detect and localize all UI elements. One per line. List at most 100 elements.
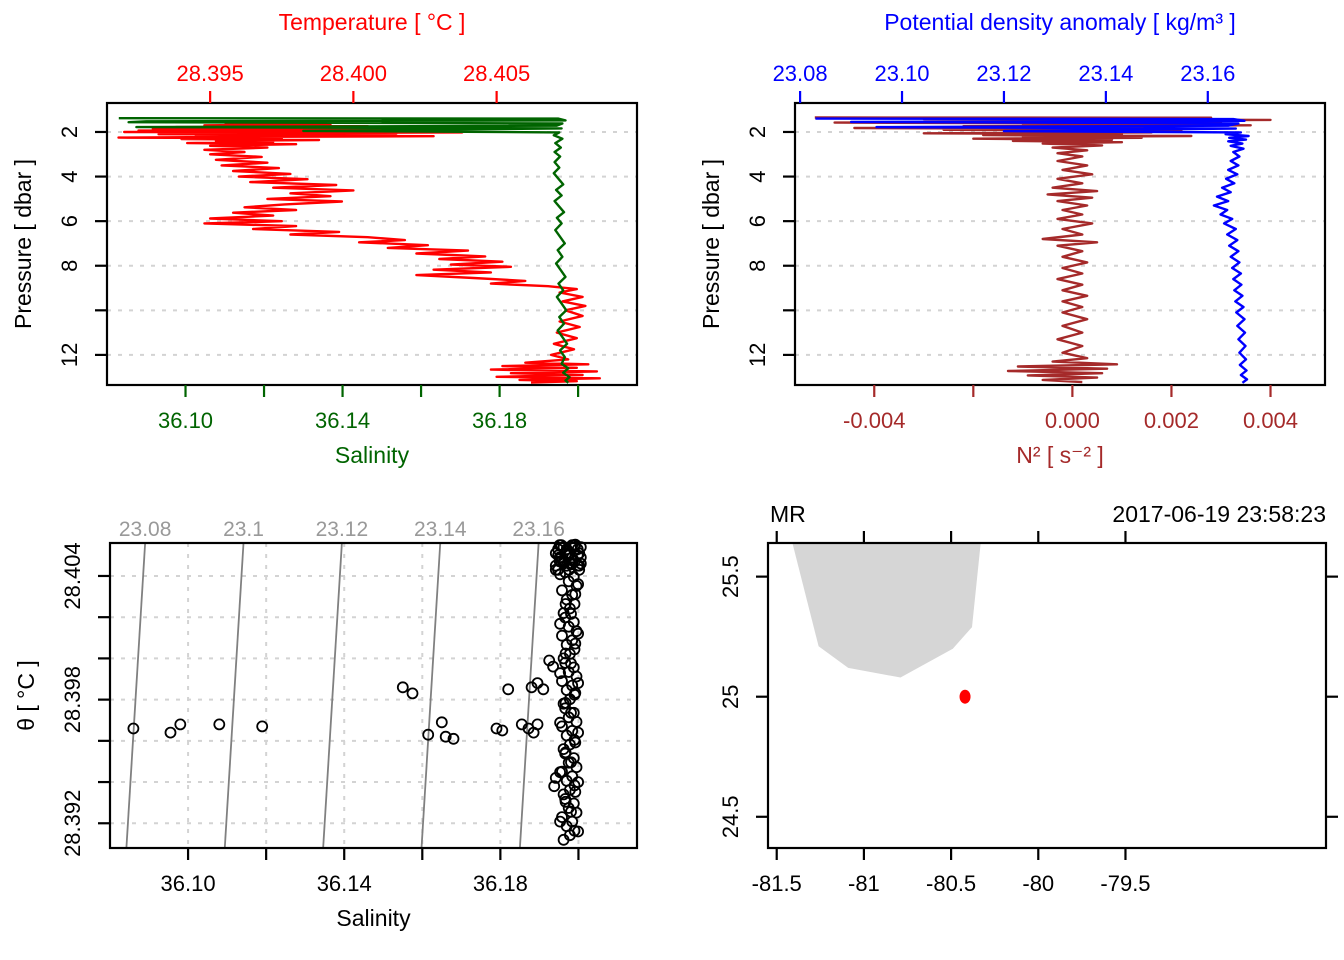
tick-label-left: 2 <box>57 126 82 138</box>
tick-label-bottom: 0.004 <box>1243 408 1298 433</box>
ts-points <box>127 538 587 846</box>
data-point <box>566 557 579 570</box>
data-point <box>556 675 568 687</box>
tick-label-bottom: 36.18 <box>472 408 527 433</box>
data-point <box>573 559 586 572</box>
tick-label-bottom: -80 <box>1022 871 1054 896</box>
density-profile <box>815 117 1250 384</box>
tick-label-left: 25.5 <box>718 555 743 598</box>
axis-title-left: θ [ °C ] <box>13 660 39 731</box>
data-point <box>563 563 575 576</box>
data-point <box>548 780 561 793</box>
tick-label-left: 2 <box>745 126 770 138</box>
data-point <box>559 746 572 759</box>
tick-label-bottom: 36.18 <box>473 871 528 896</box>
data-point <box>490 722 503 735</box>
axis-title-bottom: Salinity <box>336 905 411 931</box>
data-point <box>572 578 584 591</box>
tick-label-bottom: 0.002 <box>1144 408 1199 433</box>
tick-label-top: 28.405 <box>463 61 530 86</box>
axis-title-bottom: N² [ s⁻² ] <box>1016 442 1104 468</box>
isopycnal-line <box>125 542 147 849</box>
data-point <box>568 539 581 551</box>
plot-box <box>766 541 1328 850</box>
data-point <box>566 679 579 692</box>
tick-label-bottom: -81 <box>848 871 880 896</box>
tick-label-bottom: -79.5 <box>1100 871 1150 896</box>
data-point <box>553 551 566 564</box>
axis-title-left: Pressure [ dbar ] <box>698 159 724 329</box>
data-point <box>559 697 572 709</box>
n2-profile <box>814 116 1272 384</box>
land-polygon <box>792 543 981 678</box>
tick-label-left: 28.404 <box>60 542 85 609</box>
tick-label-left: 28.398 <box>60 666 85 733</box>
data-point <box>572 627 584 640</box>
tick-label-left: 6 <box>745 215 770 227</box>
isopycnal-line <box>518 542 540 849</box>
tick-label-top: 28.395 <box>176 61 243 86</box>
tick-label-bottom: 36.10 <box>161 871 216 896</box>
data-point <box>572 825 584 838</box>
tick-label-bottom: 36.14 <box>317 871 372 896</box>
data-point <box>531 718 544 731</box>
data-point <box>256 720 269 733</box>
map-station-code: MR <box>770 501 806 527</box>
data-point <box>549 772 562 784</box>
data-point <box>496 724 509 737</box>
data-point <box>554 667 566 680</box>
tick-label-top: 23.12 <box>976 61 1031 86</box>
data-point <box>572 776 584 788</box>
plot-box <box>793 101 1327 387</box>
isopycnal-label: 23.1 <box>223 518 264 541</box>
data-point <box>565 706 577 719</box>
tick-label-left: 12 <box>745 343 770 367</box>
tick-label-bottom: -80.5 <box>926 871 976 896</box>
isopycnal-label: 23.16 <box>512 518 565 541</box>
data-point <box>422 728 435 741</box>
tick-label-left: 4 <box>745 170 770 182</box>
data-point <box>566 634 579 647</box>
station-dot <box>959 689 971 704</box>
isopycnal-line <box>322 542 343 849</box>
data-point <box>554 716 566 729</box>
tick-label-bottom: 0.000 <box>1045 408 1100 433</box>
tick-label-top: 28.400 <box>320 61 387 86</box>
data-point <box>435 716 448 729</box>
data-point <box>447 732 460 745</box>
data-point <box>563 547 575 560</box>
data-point <box>572 726 584 739</box>
data-point <box>164 726 177 739</box>
tick-label-bottom: 36.14 <box>315 408 370 433</box>
data-point <box>559 795 572 808</box>
data-point <box>537 683 550 696</box>
data-point <box>565 756 577 769</box>
axis-title-bottom: Salinity <box>335 442 410 468</box>
tick-label-left: 25 <box>718 684 743 708</box>
isopycnal-label: 23.08 <box>119 518 172 541</box>
data-point <box>543 654 556 667</box>
data-point <box>127 722 140 735</box>
data-point <box>559 647 572 660</box>
axis-title-top: Potential density anomaly [ kg/m³ ] <box>884 9 1236 35</box>
data-point <box>502 683 515 696</box>
tick-label-top: 23.10 <box>874 61 929 86</box>
map-timestamp: 2017-06-19 23:58:23 <box>1112 501 1326 527</box>
data-point <box>406 687 419 700</box>
tick-label-left: 6 <box>57 215 82 227</box>
plot-box <box>105 101 639 387</box>
data-point <box>556 629 568 642</box>
tick-label-top: 23.14 <box>1078 61 1133 86</box>
tick-label-bottom: -81.5 <box>752 871 802 896</box>
data-point <box>547 660 559 673</box>
axis-title-left: Pressure [ dbar ] <box>10 159 36 329</box>
plot-box <box>108 541 639 850</box>
isopycnal-label: 23.14 <box>414 518 467 541</box>
data-point <box>552 563 564 576</box>
data-point <box>439 730 452 743</box>
tick-label-left: 12 <box>57 343 82 367</box>
isopycnal-line <box>223 542 245 849</box>
data-point <box>396 681 409 694</box>
